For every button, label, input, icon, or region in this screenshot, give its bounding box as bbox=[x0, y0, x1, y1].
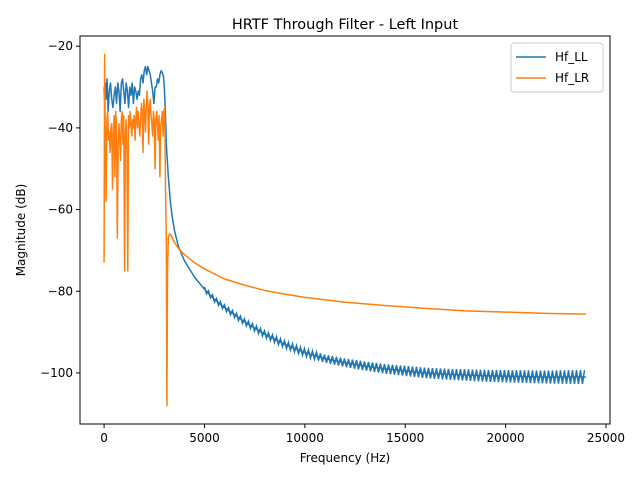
y-tick-label: −100 bbox=[40, 366, 73, 380]
axes-frame bbox=[79, 35, 611, 425]
series-lines bbox=[103, 53, 586, 407]
legend-label-hf-lr: Hf_LR bbox=[555, 71, 589, 85]
x-tick-label: 20000 bbox=[487, 431, 525, 445]
x-tick-label: 15000 bbox=[386, 431, 424, 445]
y-tick-label: −40 bbox=[48, 121, 73, 135]
legend-label-hf-ll: Hf_LL bbox=[555, 50, 588, 64]
y-axis-label: Magnitude (dB) bbox=[14, 184, 28, 277]
chart-title: HRTF Through Filter - Left Input bbox=[232, 17, 459, 33]
y-axis-ticks: −20 −40 −60 −80 −100 bbox=[40, 39, 80, 380]
legend: Hf_LL Hf_LR bbox=[510, 42, 604, 93]
y-tick-label: −20 bbox=[48, 39, 73, 53]
x-tick-label: 10000 bbox=[286, 431, 324, 445]
y-tick-label: −80 bbox=[48, 284, 73, 298]
series-ripple-hf-ll bbox=[203, 286, 586, 385]
x-tick-label: 5000 bbox=[189, 431, 220, 445]
series-line-hf-ll bbox=[103, 65, 586, 378]
plot-area bbox=[79, 35, 611, 425]
x-axis-ticks: 0 5000 10000 15000 20000 25000 bbox=[100, 424, 625, 445]
y-tick-label: −60 bbox=[48, 203, 73, 217]
series-line-hf-lr bbox=[103, 53, 586, 407]
x-tick-label: 25000 bbox=[587, 431, 625, 445]
x-axis-label: Frequency (Hz) bbox=[300, 451, 391, 465]
legend-box bbox=[510, 42, 604, 93]
x-tick-label: 0 bbox=[100, 431, 108, 445]
